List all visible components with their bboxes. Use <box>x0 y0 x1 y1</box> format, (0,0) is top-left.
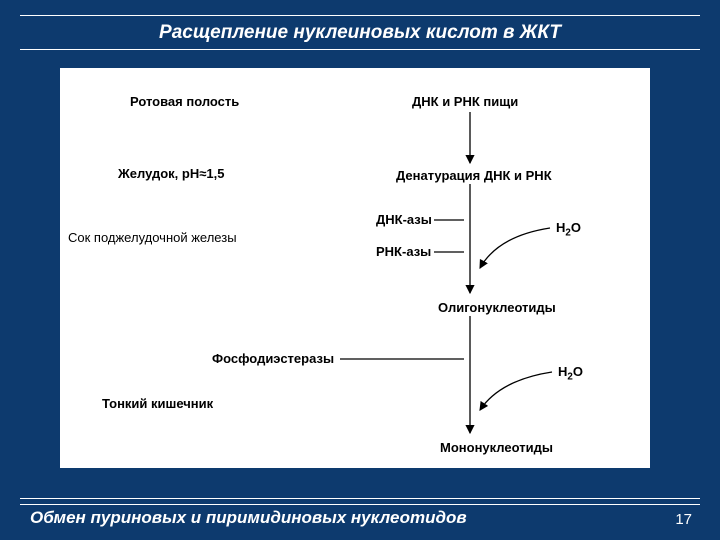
diagram-label-r1: ДНК и РНК пищи <box>412 94 518 109</box>
diagram-label-r3: ДНК-азы <box>376 212 432 227</box>
diagram-label-r4: РНК-азы <box>376 244 431 259</box>
diagram-path-c1 <box>480 228 550 268</box>
diagram-label-r6: Олигонуклеотиды <box>438 300 556 315</box>
diagram-label-l3: Сок поджелудочной железы <box>68 230 237 245</box>
diagram-label-l2: Желудок, pH≈1,5 <box>118 166 224 181</box>
diagram-label-r7: H2O <box>558 364 583 383</box>
header-rule-top <box>20 15 700 16</box>
footer-text: Обмен пуриновых и пиримидиновых нуклеоти… <box>30 508 467 528</box>
page-number: 17 <box>675 511 692 528</box>
page-title: Расщепление нуклеиновых кислот в ЖКТ <box>0 22 720 44</box>
diagram-path-c2 <box>480 372 552 410</box>
diagram-label-l1: Ротовая полость <box>130 94 239 109</box>
diagram-label-l5: Тонкий кишечник <box>102 396 213 411</box>
footer-rule-top <box>20 498 700 499</box>
footer-rule-bottom <box>20 504 700 505</box>
header-rule-bottom <box>20 49 700 50</box>
diagram-panel: Ротовая полость Желудок, pH≈1,5 Сок поджел… <box>60 68 650 468</box>
diagram-label-r5: H2O <box>556 220 581 239</box>
diagram-label-r8: Мононуклеотиды <box>440 440 553 455</box>
diagram-label-r2: Денатурация ДНК и РНК <box>396 168 552 183</box>
diagram-label-l4: Фосфодиэстеразы <box>212 351 334 366</box>
